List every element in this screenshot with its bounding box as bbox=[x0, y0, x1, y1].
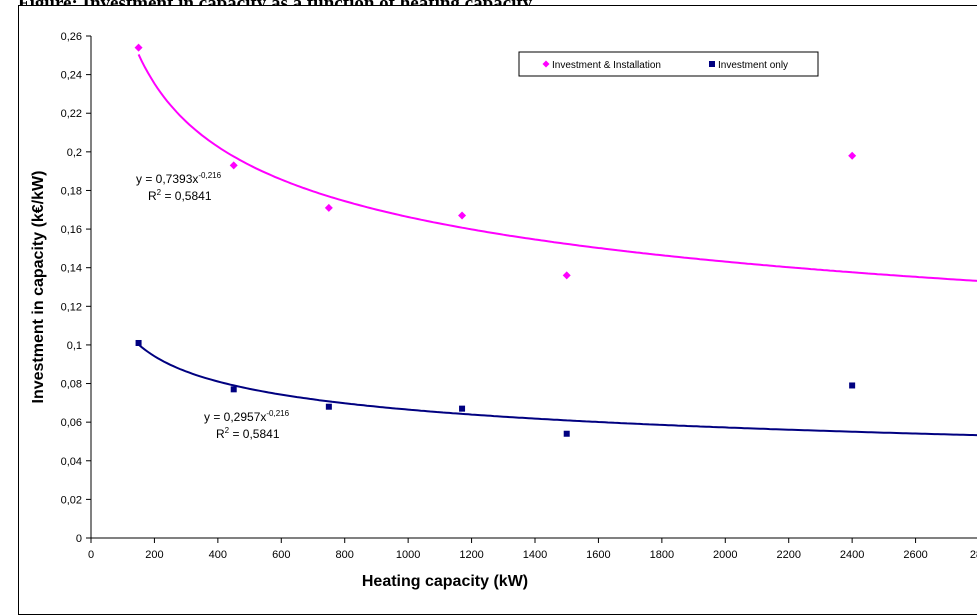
y-tick-label: 0,12 bbox=[61, 301, 82, 313]
trendline-r2: R2 = 0,5841 bbox=[148, 188, 212, 203]
x-tick-label: 400 bbox=[209, 549, 227, 561]
data-point bbox=[459, 405, 466, 412]
y-tick-label: 0,14 bbox=[61, 263, 82, 275]
data-point bbox=[229, 161, 238, 170]
y-tick-label: 0,1 bbox=[67, 340, 82, 352]
trendline-r2: R2 = 0,5841 bbox=[216, 426, 280, 441]
data-point bbox=[848, 151, 857, 160]
x-tick-labels: 0 200 400 600 800 1000 1200 1400 1600 1800 2000 220… bbox=[88, 538, 977, 561]
y-tick-label: 0,26 bbox=[61, 31, 82, 43]
legend-label: Investment & Installation bbox=[552, 60, 661, 71]
data-point bbox=[135, 339, 142, 346]
legend: Investment & Installation Investment only bbox=[518, 51, 819, 77]
x-tick-label: 2600 bbox=[903, 549, 927, 561]
trendline-equation: y = 0,7393x-0,216 bbox=[136, 171, 222, 186]
x-tick-label: 2400 bbox=[840, 549, 864, 561]
y-tick-label: 0,06 bbox=[61, 417, 82, 429]
chart-frame: 0 0,02 0,04 0,06 0,08 0,1 0,12 0,14 0,16 0,18 0,2 0… bbox=[18, 5, 977, 615]
trendline bbox=[137, 343, 977, 437]
y-tick-label: 0,24 bbox=[61, 70, 82, 82]
y-tick-label: 0,16 bbox=[61, 224, 82, 236]
x-tick-label: 1800 bbox=[650, 549, 674, 561]
y-tick-label: 0,08 bbox=[61, 379, 82, 391]
y-tick-labels: 0 0,02 0,04 0,06 0,08 0,1 0,12 0,14 0,16 0,18 0,2 0… bbox=[61, 31, 91, 545]
data-point bbox=[324, 203, 333, 212]
trendline-equation: y = 0,2957x-0,216 bbox=[204, 409, 290, 424]
legend-marker bbox=[542, 60, 550, 68]
x-tick-label: 1000 bbox=[396, 549, 420, 561]
x-tick-label: 2000 bbox=[713, 549, 737, 561]
y-tick-label: 0,22 bbox=[61, 108, 82, 120]
data-point bbox=[230, 386, 237, 393]
y-tick-label: 0,04 bbox=[61, 456, 82, 468]
x-tick-label: 200 bbox=[145, 549, 163, 561]
trendline bbox=[137, 53, 977, 282]
y-axis-title: Investment in capacity (k€/kW) bbox=[30, 171, 47, 404]
data-point bbox=[562, 271, 571, 280]
x-tick-label: 1400 bbox=[523, 549, 547, 561]
x-tick-label: 2200 bbox=[776, 549, 800, 561]
data-point bbox=[458, 211, 467, 220]
scatter-chart: 0 0,02 0,04 0,06 0,08 0,1 0,12 0,14 0,16 0,18 0,2 0… bbox=[30, 31, 977, 590]
x-tick-label: 600 bbox=[272, 549, 290, 561]
x-tick-label: 800 bbox=[336, 549, 354, 561]
data-point bbox=[325, 403, 332, 410]
axes bbox=[90, 36, 977, 539]
y-tick-label: 0,18 bbox=[61, 185, 82, 197]
x-tick-label: 0 bbox=[88, 549, 94, 561]
trendlines bbox=[137, 53, 977, 437]
data-points bbox=[134, 43, 857, 437]
x-tick-label: 1600 bbox=[586, 549, 610, 561]
y-tick-label: 0,2 bbox=[67, 147, 82, 159]
data-point bbox=[849, 382, 856, 389]
x-axis-title: Heating capacity (kW) bbox=[362, 573, 528, 590]
data-point bbox=[134, 43, 143, 52]
data-point bbox=[563, 430, 570, 437]
legend-label: Investment only bbox=[718, 60, 788, 71]
x-tick-label: 1200 bbox=[459, 549, 483, 561]
y-tick-label: 0 bbox=[76, 533, 82, 545]
x-tick-label: 280 bbox=[970, 549, 977, 561]
trendline-equations: y = 0,7393x-0,216 R2 = 0,5841 y = 0,2957x-… bbox=[136, 171, 290, 441]
legend-marker bbox=[709, 61, 715, 67]
legend-box bbox=[518, 51, 819, 77]
y-tick-label: 0,02 bbox=[61, 494, 82, 506]
